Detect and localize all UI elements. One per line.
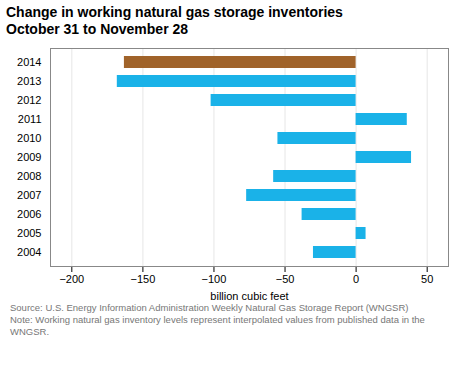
svg-text:−150: −150	[131, 273, 156, 285]
svg-text:2007: 2007	[17, 189, 41, 201]
svg-text:2011: 2011	[18, 113, 42, 125]
svg-text:50: 50	[421, 273, 433, 285]
html-text:October 31 to November 28: October 31 to November 28	[6, 21, 189, 37]
svg-text:2008: 2008	[17, 170, 41, 182]
svg-text:2009: 2009	[17, 151, 41, 163]
html-text:Change in working natural gas: Change in working natural gas storage in…	[6, 4, 343, 20]
svg-text:2012: 2012	[17, 94, 41, 106]
svg-text:−100: −100	[202, 273, 227, 285]
svg-text:2014: 2014	[17, 56, 41, 68]
html-text:Note: Working natural gas inve: Note: Working natural gas inventory leve…	[10, 314, 425, 337]
svg-text:2005: 2005	[17, 227, 41, 239]
svg-text:2013: 2013	[17, 75, 41, 87]
svg-text:2006: 2006	[17, 208, 41, 220]
svg-text:−200: −200	[59, 273, 84, 285]
svg-text:billion cubic feet: billion cubic feet	[210, 290, 288, 302]
svg-text:2010: 2010	[17, 132, 41, 144]
svg-text:2004: 2004	[17, 246, 41, 258]
svg-text:−50: −50	[276, 273, 295, 285]
html-text:Source: U.S. Energy Informatio: Source: U.S. Energy Information Administ…	[10, 302, 409, 313]
svg-text:0: 0	[353, 273, 359, 285]
